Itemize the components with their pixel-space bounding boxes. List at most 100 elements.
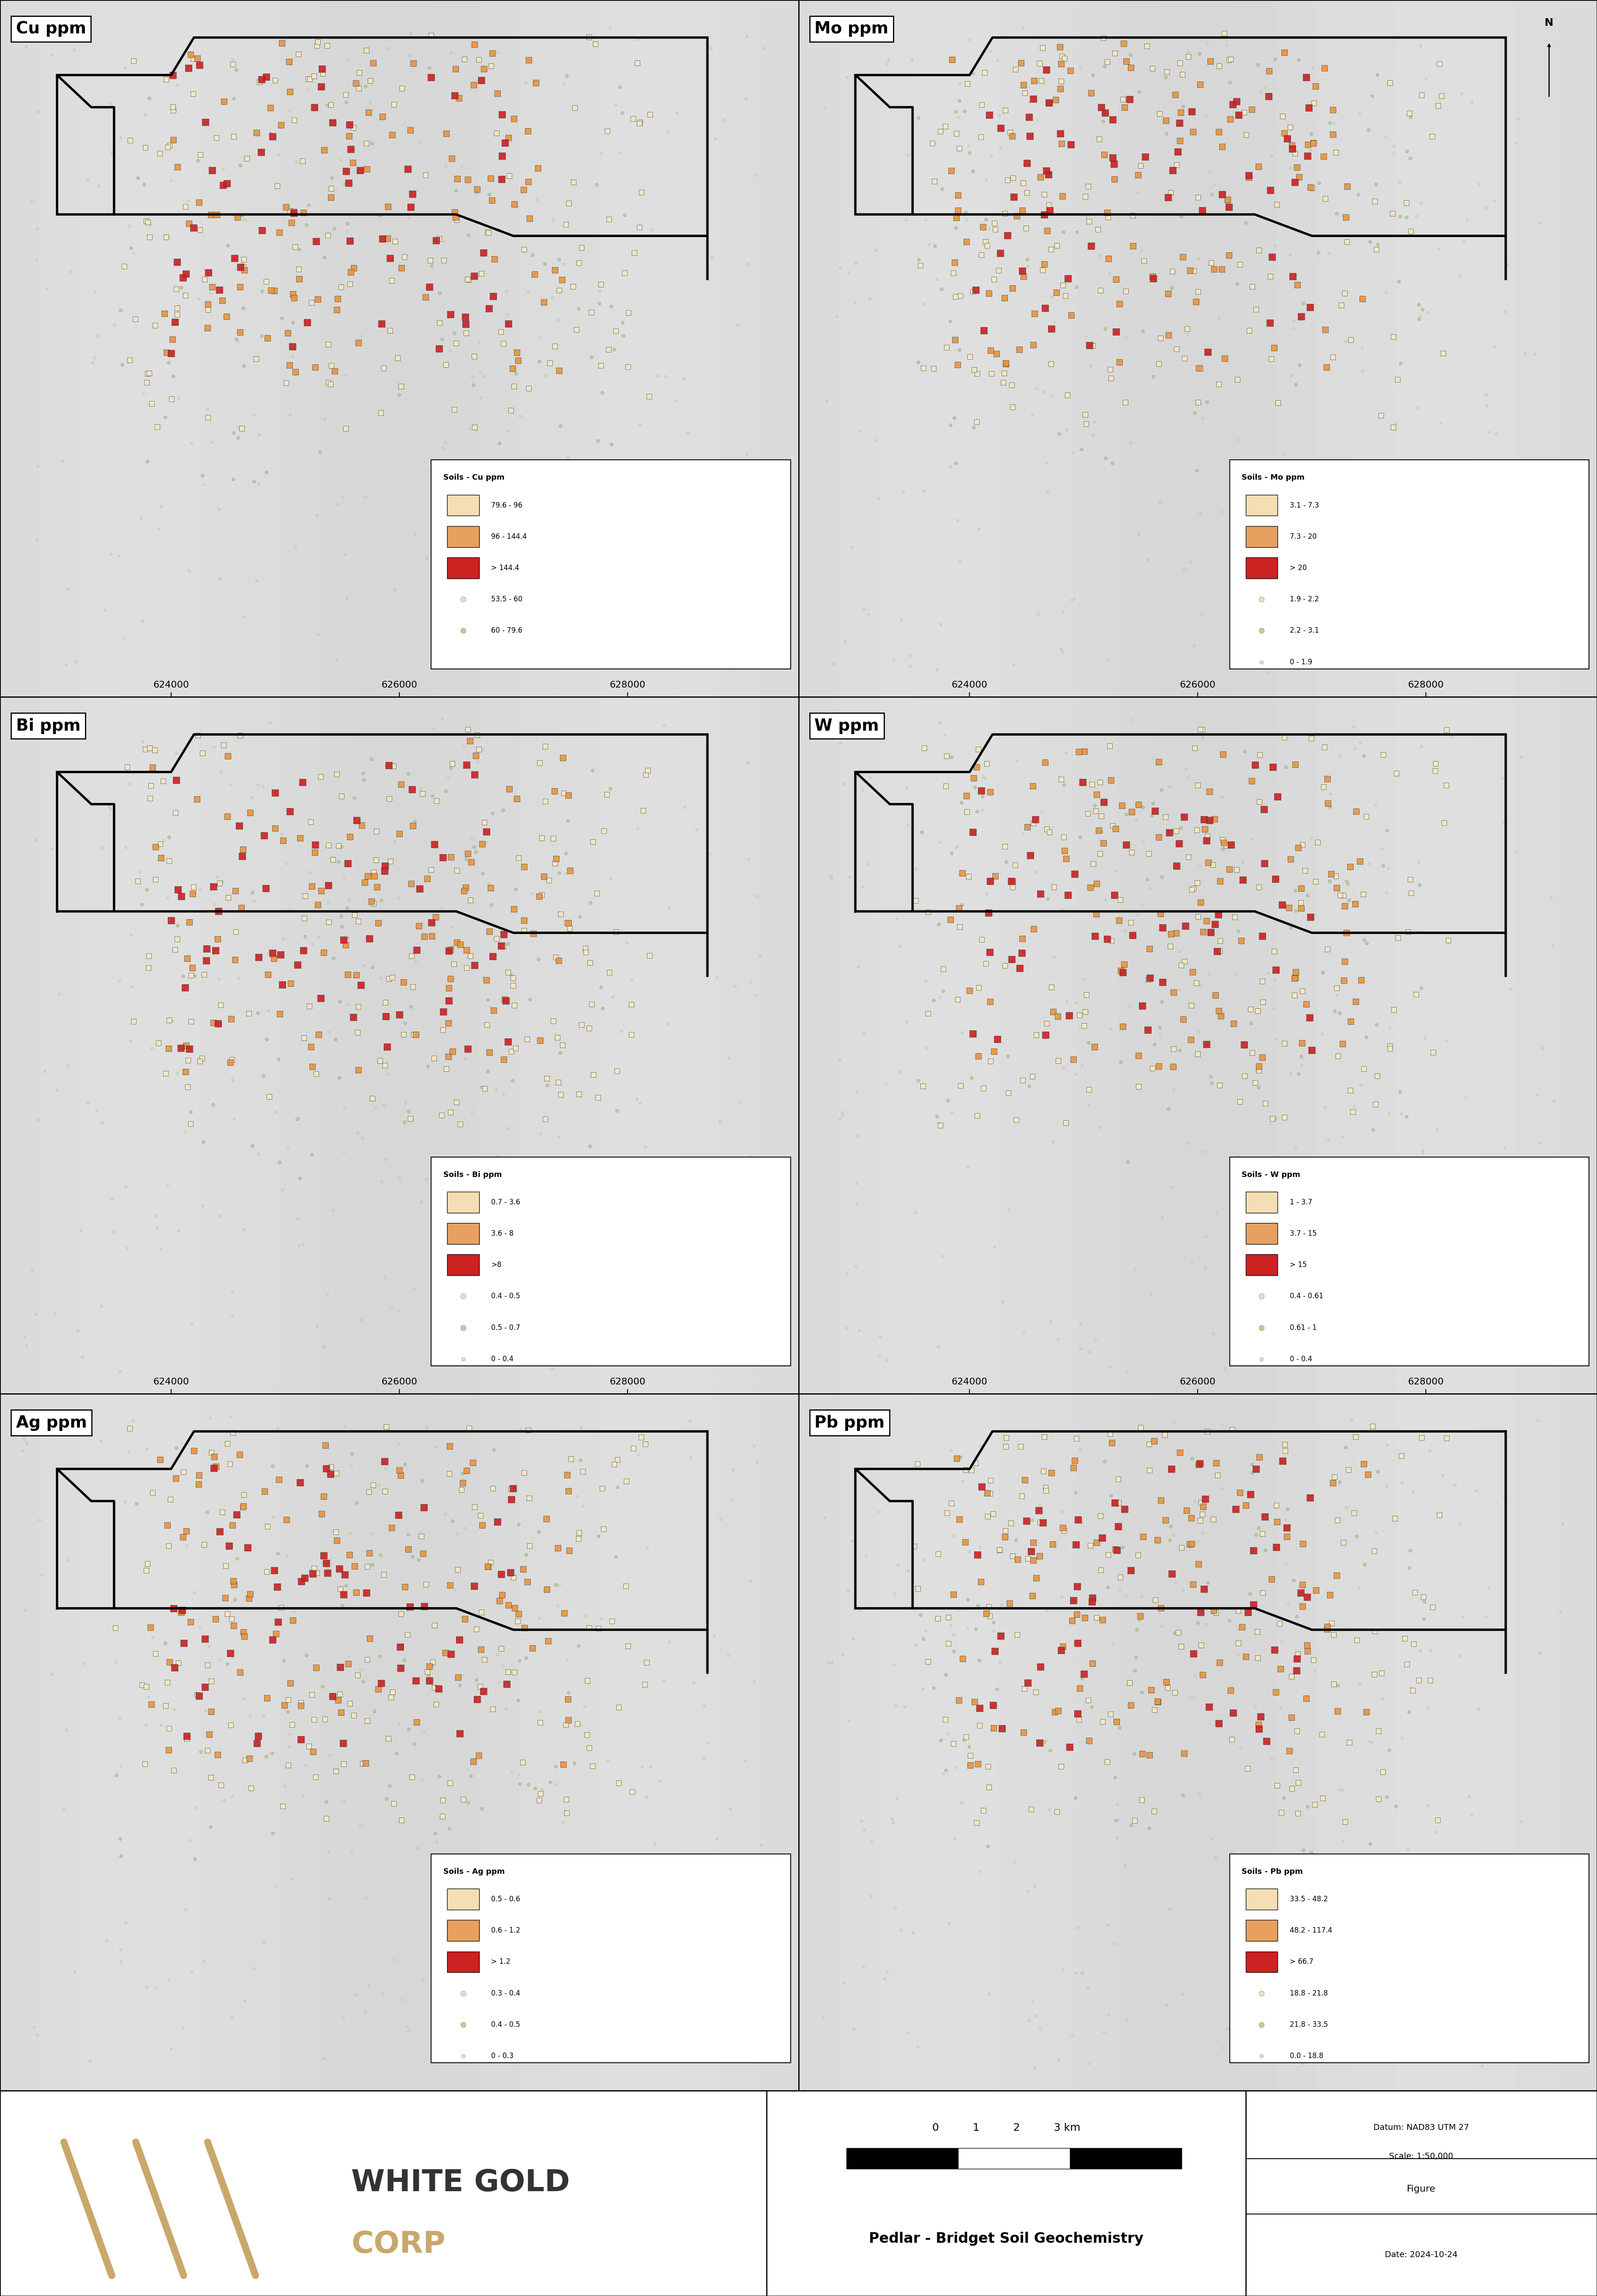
Point bbox=[1099, 1424, 1124, 1460]
Point bbox=[1048, 62, 1073, 99]
Point bbox=[1137, 1736, 1163, 1773]
Point bbox=[487, 1242, 513, 1279]
Point bbox=[1012, 209, 1038, 246]
Point bbox=[1289, 1024, 1314, 1061]
Point bbox=[141, 1474, 166, 1511]
Point bbox=[1246, 149, 1271, 186]
Point bbox=[308, 1499, 334, 1536]
Point bbox=[1258, 1561, 1284, 1598]
Point bbox=[1080, 1688, 1105, 1724]
Point bbox=[1072, 1008, 1097, 1045]
Point bbox=[495, 305, 521, 342]
Point bbox=[179, 1003, 204, 1040]
Point bbox=[319, 170, 345, 207]
Point bbox=[1207, 932, 1233, 969]
Point bbox=[463, 413, 489, 450]
Point bbox=[1540, 928, 1565, 964]
Point bbox=[431, 223, 457, 259]
Point bbox=[1020, 326, 1046, 363]
Point bbox=[1028, 1649, 1054, 1685]
Point bbox=[1009, 9, 1035, 46]
Point bbox=[1364, 232, 1389, 269]
Point bbox=[1388, 1075, 1413, 1111]
Point bbox=[1020, 397, 1046, 434]
Point bbox=[271, 1688, 297, 1724]
Point bbox=[1060, 1449, 1086, 1486]
Point bbox=[545, 1019, 570, 1056]
Point bbox=[244, 994, 270, 1031]
Point bbox=[957, 21, 982, 57]
Point bbox=[1469, 2048, 1495, 2085]
Point bbox=[1065, 1626, 1091, 1662]
Point bbox=[367, 960, 393, 996]
Bar bbox=[359, 0, 399, 698]
Point bbox=[484, 1504, 509, 1541]
Point bbox=[334, 214, 359, 250]
Point bbox=[636, 379, 661, 416]
Point bbox=[398, 188, 423, 225]
Point bbox=[882, 641, 907, 677]
Point bbox=[342, 154, 367, 191]
Point bbox=[1364, 1058, 1389, 1095]
Point bbox=[230, 831, 256, 868]
Point bbox=[1020, 80, 1046, 117]
Point bbox=[260, 939, 286, 976]
Point bbox=[1070, 765, 1096, 801]
Point bbox=[331, 1784, 356, 1821]
Point bbox=[917, 227, 942, 264]
Point bbox=[334, 1568, 359, 1605]
Point bbox=[1252, 1499, 1278, 1536]
Point bbox=[466, 324, 492, 360]
Bar bbox=[1118, 698, 1158, 1394]
Point bbox=[1075, 197, 1100, 234]
Point bbox=[1169, 1529, 1195, 1566]
Point bbox=[1274, 1508, 1300, 1545]
Point bbox=[1142, 1692, 1167, 1729]
Point bbox=[281, 195, 307, 232]
Point bbox=[134, 1669, 160, 1706]
Point bbox=[993, 1428, 1019, 1465]
Point bbox=[1310, 1015, 1335, 1052]
Point bbox=[313, 1426, 339, 1463]
Bar bbox=[200, 698, 240, 1394]
Point bbox=[149, 1231, 174, 1267]
Point bbox=[1099, 1476, 1124, 1513]
Bar bbox=[1517, 1394, 1557, 2092]
Point bbox=[418, 248, 444, 285]
Point bbox=[81, 340, 107, 377]
Point bbox=[846, 1311, 872, 1348]
Point bbox=[1024, 101, 1049, 138]
Point bbox=[1474, 377, 1500, 413]
Point bbox=[1263, 861, 1289, 898]
Point bbox=[1206, 301, 1231, 338]
Point bbox=[110, 620, 136, 657]
Point bbox=[339, 1832, 364, 1869]
Point bbox=[1171, 239, 1196, 276]
Point bbox=[457, 937, 482, 974]
Point bbox=[527, 1782, 553, 1818]
Point bbox=[284, 1201, 310, 1238]
Point bbox=[965, 792, 990, 829]
Point bbox=[751, 30, 776, 67]
Point bbox=[40, 831, 65, 868]
Bar bbox=[319, 698, 359, 1394]
Point bbox=[599, 501, 624, 537]
Point bbox=[372, 1444, 398, 1481]
Point bbox=[265, 1603, 291, 1639]
Point bbox=[398, 113, 423, 149]
Point bbox=[1175, 758, 1201, 794]
Point bbox=[318, 347, 343, 383]
Point bbox=[220, 1100, 246, 1137]
Point bbox=[1273, 1433, 1298, 1469]
Text: 1.9 - 2.2: 1.9 - 2.2 bbox=[1290, 595, 1319, 604]
Point bbox=[1190, 719, 1215, 755]
Point bbox=[1062, 1779, 1088, 1816]
Point bbox=[843, 1570, 869, 1607]
Point bbox=[112, 248, 137, 285]
Point bbox=[402, 514, 428, 551]
Point bbox=[1171, 1777, 1196, 1814]
Point bbox=[139, 386, 164, 422]
Point bbox=[62, 643, 88, 680]
Point bbox=[1175, 1125, 1201, 1162]
Point bbox=[966, 1690, 992, 1727]
